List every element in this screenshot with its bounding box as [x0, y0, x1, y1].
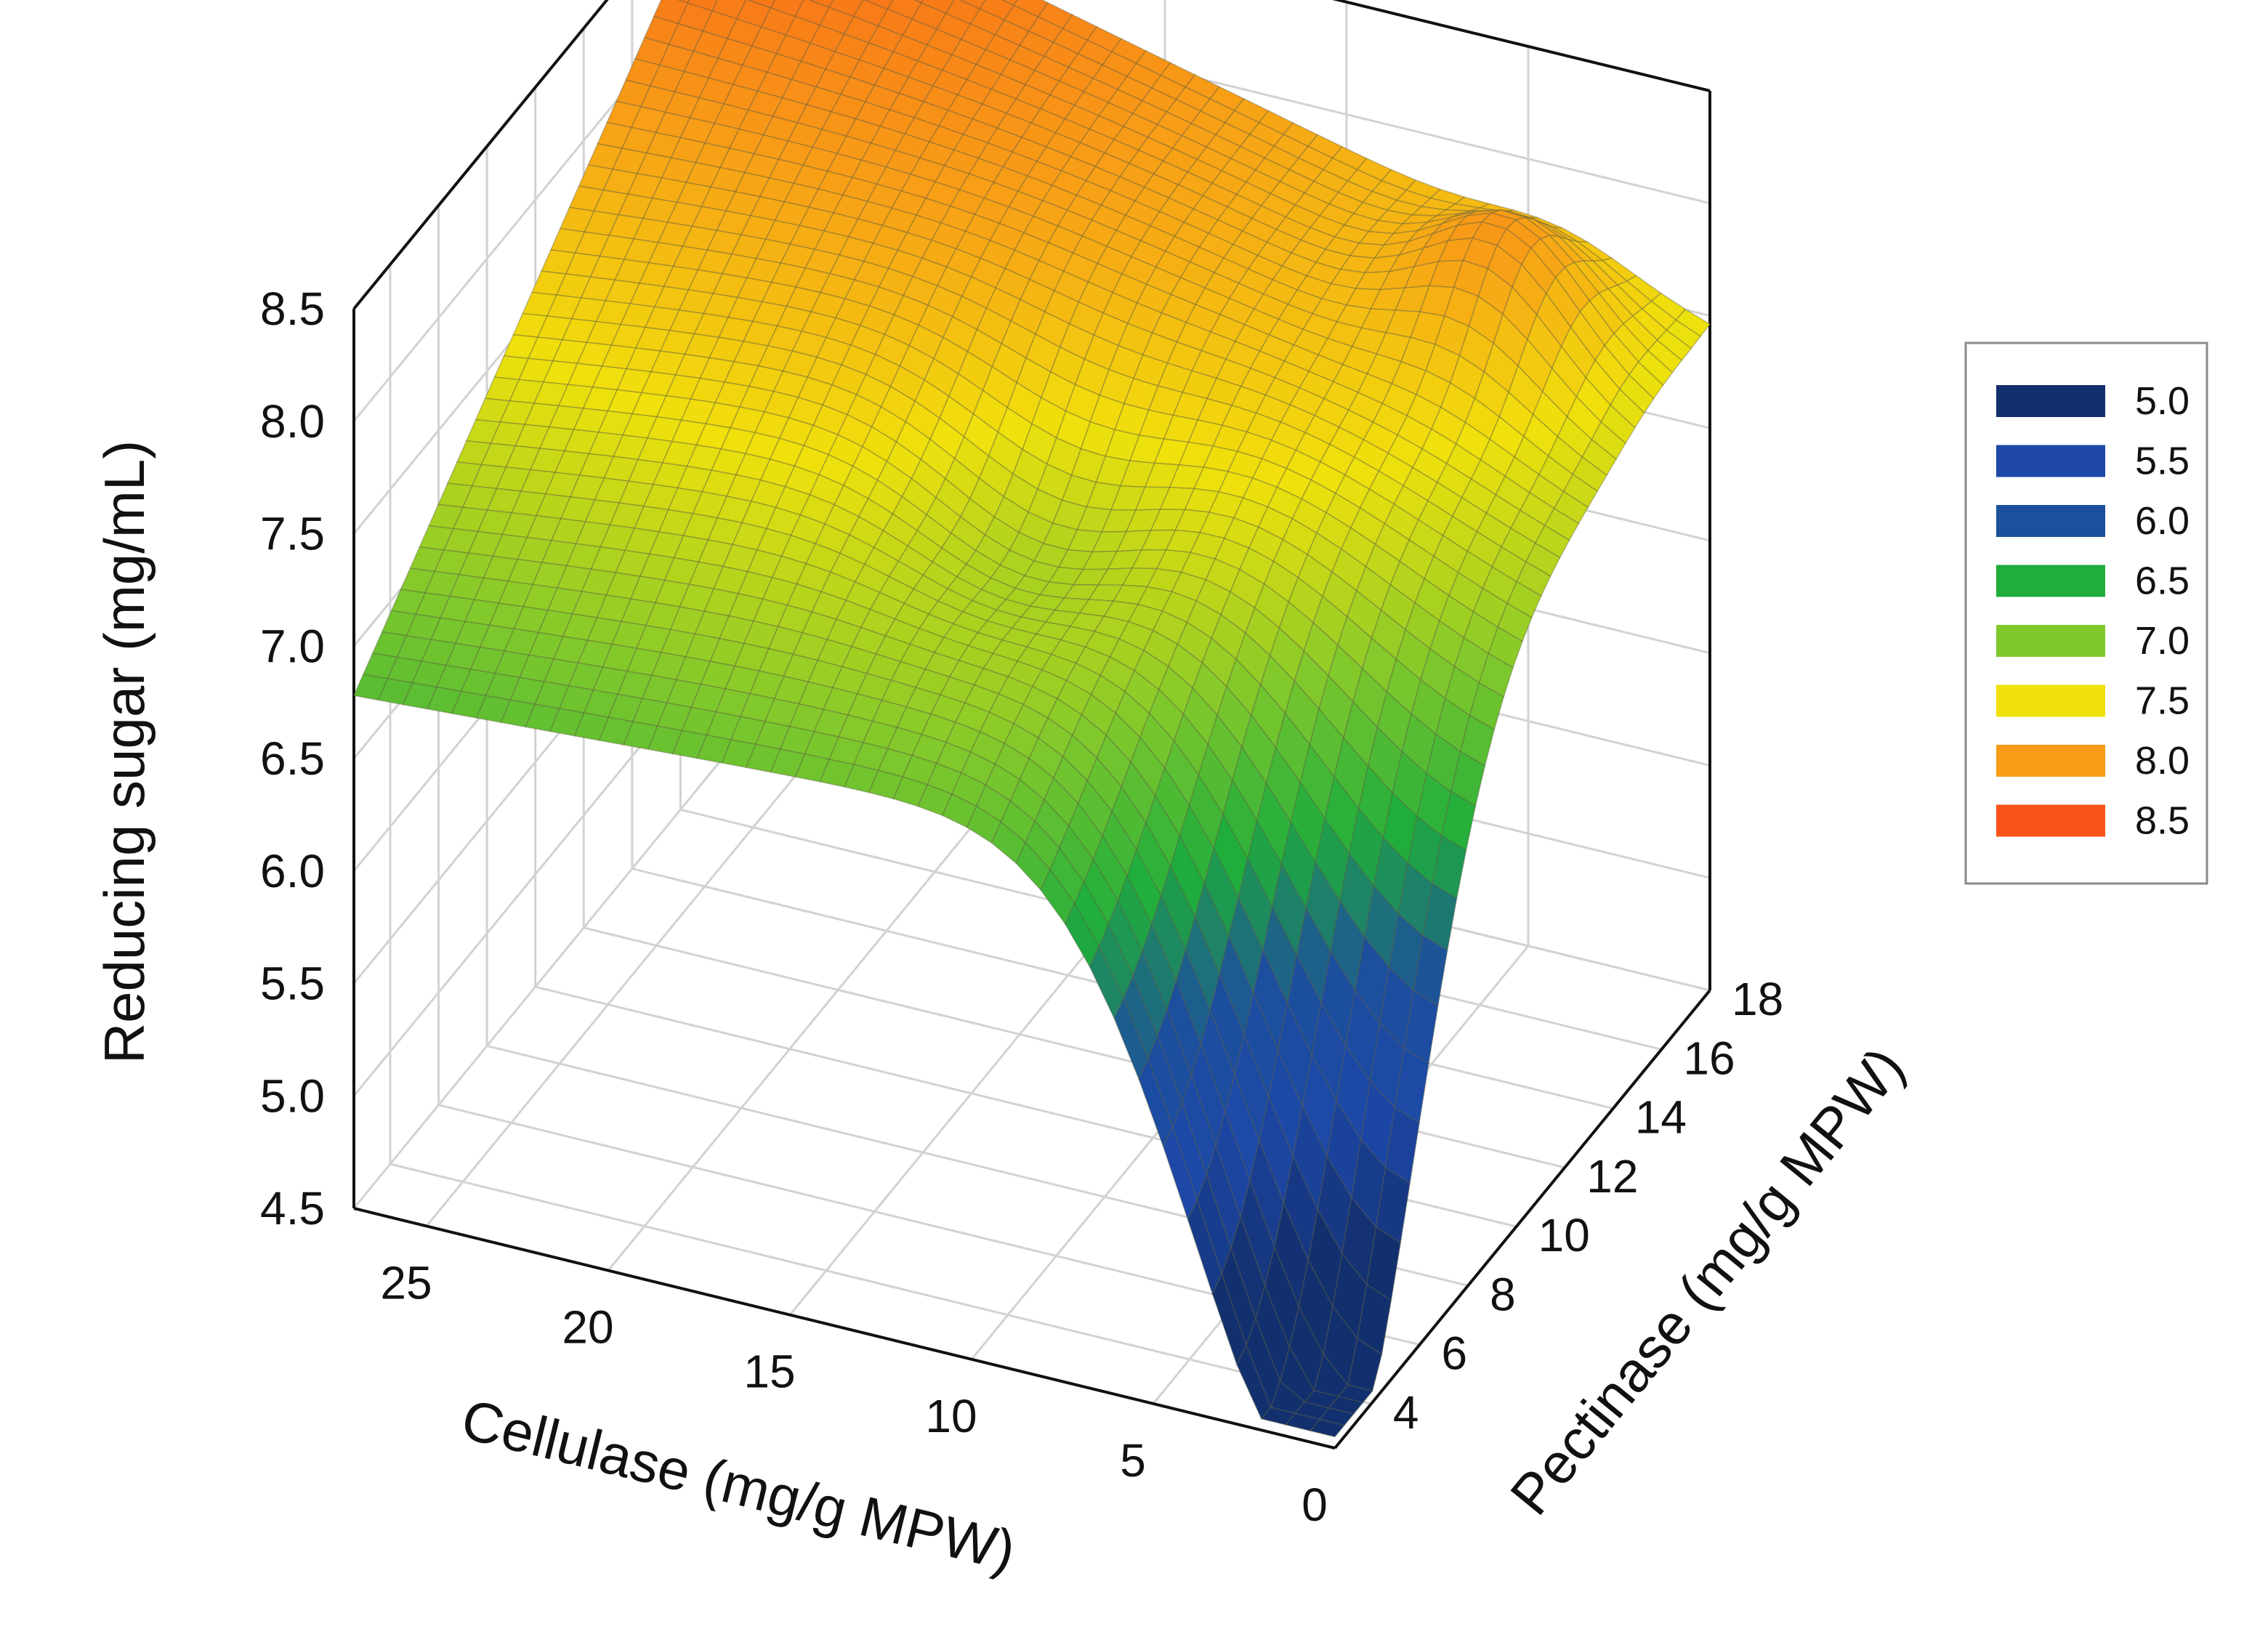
- z-tick-label: 8.5: [260, 283, 325, 335]
- grid-line: [607, 812, 985, 1272]
- legend-label: 7.5: [2135, 679, 2190, 723]
- z-axis-title: Reducing sugar (mg/mL): [92, 440, 156, 1064]
- legend-label: 5.5: [2135, 440, 2190, 483]
- z-tick-label: 5.5: [260, 958, 325, 1010]
- legend-swatch: [1996, 684, 2105, 717]
- surface-patch: [1318, 1407, 1355, 1426]
- legend-label: 8.0: [2135, 739, 2190, 783]
- legend: 5.0 5.5 6.0 6.5 7.0 7.5 8.0 8.5: [1964, 341, 2208, 885]
- surface-patch: [1001, 0, 1018, 7]
- y-tick-label: 16: [1683, 1032, 1735, 1084]
- z-tick-label: 7.0: [260, 620, 325, 672]
- legend-label: 5.0: [2135, 379, 2190, 423]
- legend-swatch: [1996, 625, 2105, 657]
- axis-line: [353, 1207, 1336, 1450]
- surface-patch: [1618, 373, 1655, 414]
- z-tick-label: 5.0: [260, 1070, 325, 1122]
- surface-patch: [1337, 1384, 1374, 1404]
- legend-swatch: [1996, 565, 2105, 597]
- surface-patch: [1394, 1047, 1429, 1124]
- x-tick-label: 10: [925, 1390, 977, 1442]
- axis-line: [1333, 989, 1711, 1450]
- legend-swatch: [1996, 505, 2105, 537]
- axis-line: [1332, 0, 1711, 92]
- y-tick-label: 8: [1490, 1268, 1516, 1320]
- surface-patch: [1422, 883, 1458, 952]
- surface-patch: [1403, 989, 1439, 1064]
- surface-patch: [1525, 542, 1561, 578]
- z-tick-label: 4.5: [260, 1182, 325, 1234]
- grid-line: [390, 1163, 1372, 1405]
- y-tick-label: 4: [1393, 1386, 1419, 1439]
- response-surface: [352, 0, 1711, 1438]
- grid-line: [352, 750, 730, 1209]
- x-tick-label: 0: [1302, 1479, 1328, 1531]
- z-tick-label: 6.0: [260, 845, 325, 897]
- surface-patch: [1572, 456, 1608, 493]
- surface-patch: [1450, 751, 1486, 807]
- legend-swatch: [1996, 445, 2105, 477]
- legend-box: [1964, 341, 2208, 885]
- axis-line: [352, 0, 609, 310]
- grid-line: [425, 767, 803, 1227]
- surface-patch: [746, 0, 775, 9]
- legend-label: 6.0: [2135, 499, 2190, 543]
- y-tick-label: 10: [1538, 1209, 1590, 1261]
- legend-swatch: [1996, 745, 2105, 777]
- surface-patch: [1356, 1283, 1392, 1356]
- legend-label: 7.0: [2135, 619, 2190, 663]
- legend-swatch: [1996, 804, 2105, 837]
- x-tick-label: 25: [380, 1256, 432, 1309]
- y-tick-label: 18: [1732, 973, 1783, 1025]
- y-tick-label: 6: [1442, 1327, 1468, 1380]
- z-tick-label: 8.0: [260, 395, 325, 448]
- surface-patch: [913, 0, 924, 4]
- surface-patch: [1666, 319, 1702, 349]
- legend-label: 6.5: [2135, 559, 2190, 603]
- surface-patch: [807, 0, 834, 9]
- z-tick-label: 6.5: [260, 732, 325, 785]
- y-axis-title: Pectinase (mg/g MPW): [1498, 1035, 1916, 1527]
- y-tick-label: 12: [1586, 1150, 1638, 1203]
- tick-labels: 4.5 5.0 5.5 6.0 6.5 7.0 7.5 8.0 8.5 25 20 15 10 5 0 468…: [260, 283, 1783, 1531]
- z-tick-label: 7.5: [260, 508, 325, 560]
- legend-swatch: [1996, 385, 2105, 417]
- surface-patch: [1581, 438, 1618, 477]
- x-tick-label: 5: [1120, 1434, 1146, 1487]
- surface-patch: [1413, 934, 1448, 1007]
- surface-patch: [1488, 626, 1523, 669]
- surface-patch: [1628, 360, 1664, 400]
- surface-patch: [1534, 525, 1570, 559]
- y-tick-label: 14: [1635, 1091, 1687, 1144]
- x-tick-label: 20: [562, 1301, 613, 1354]
- surface-patch: [1309, 1418, 1346, 1438]
- legend-label: 8.5: [2135, 799, 2190, 843]
- surface-patch: [1675, 308, 1711, 338]
- x-tick-label: 15: [743, 1346, 795, 1398]
